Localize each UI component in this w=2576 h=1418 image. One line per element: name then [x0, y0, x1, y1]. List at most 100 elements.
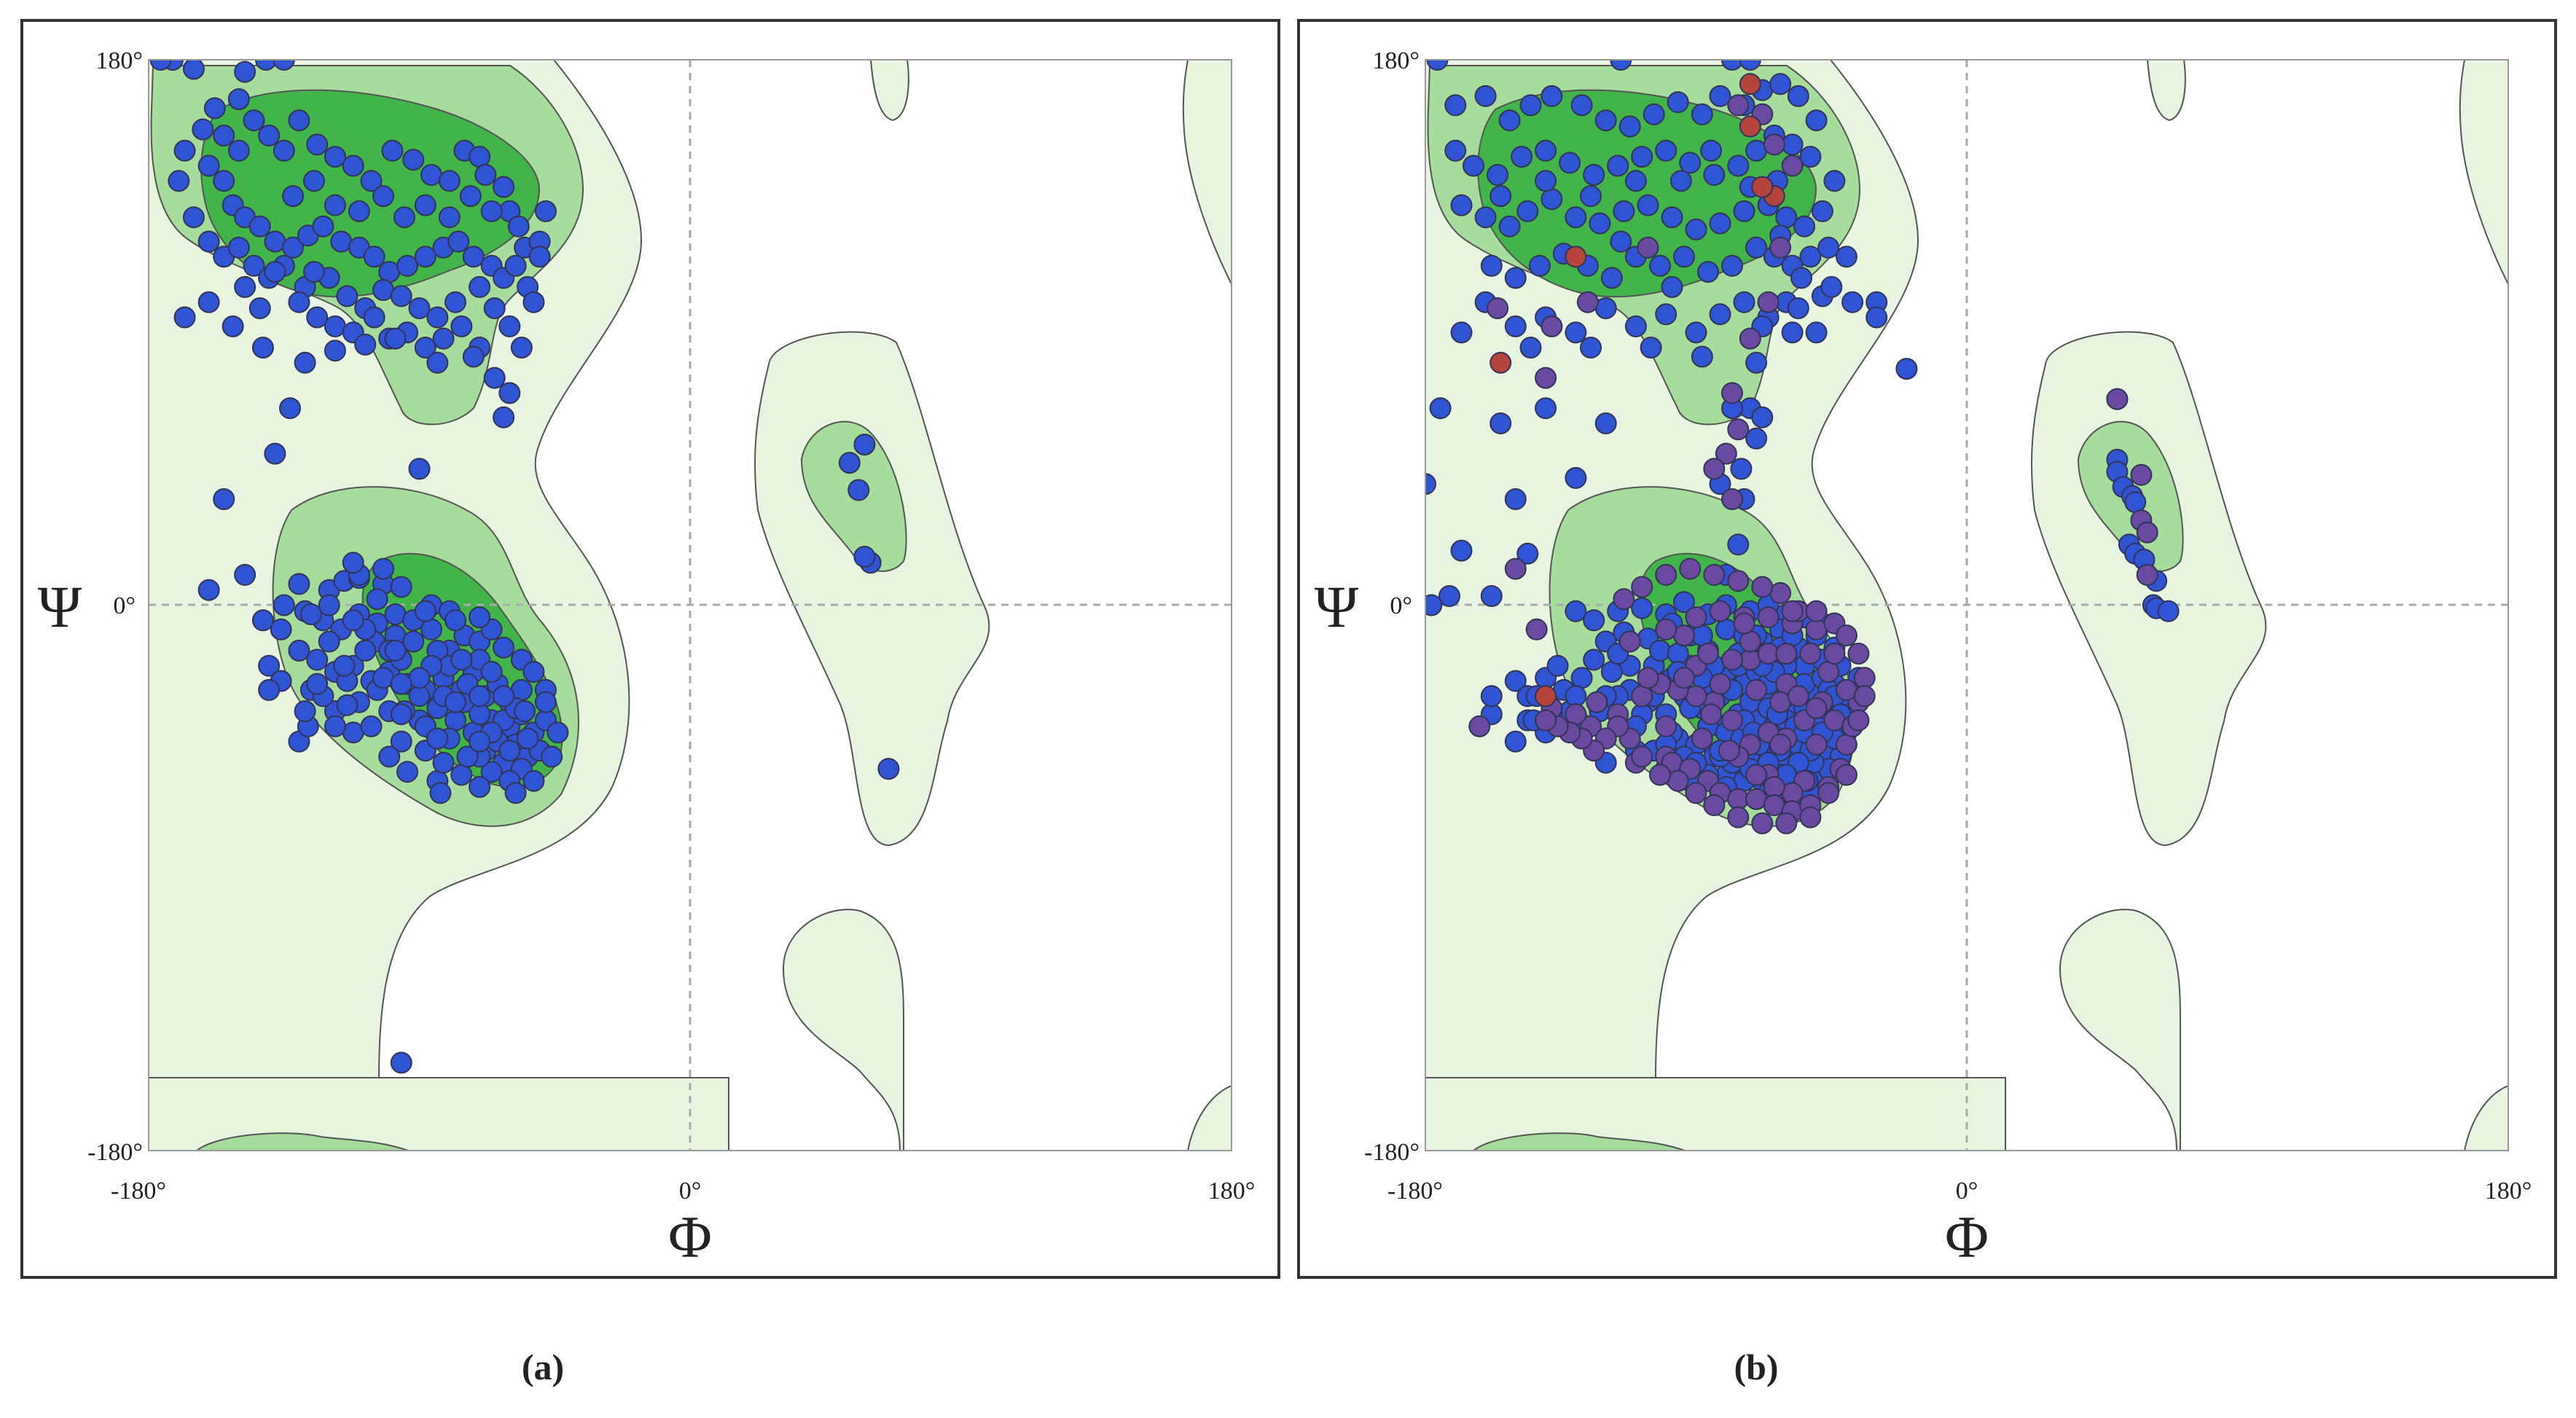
panel-a-residue-point-236 [270, 618, 292, 641]
panel-b-residue-purple-point-10 [1703, 458, 1726, 480]
panel-a-residue-point-262 [469, 685, 491, 708]
panel-b-residue-purple-point-85 [1805, 618, 1828, 641]
panel-b-residue-purple-point-15 [1487, 297, 1509, 319]
panel-b-residue-point-47 [1685, 218, 1707, 240]
panel-a-residue-point-190 [493, 636, 515, 659]
panel-b-y-axis-label: Ψ [1315, 573, 1359, 640]
panel-a-residue-point-260 [390, 673, 412, 695]
panel-a-residue-point-69 [445, 291, 466, 313]
panel-a-residue-point-54 [182, 206, 205, 229]
panel-b-residue-point-79 [1685, 321, 1707, 344]
panel-b-residue-point-235 [1667, 643, 1689, 665]
panel-b-residue-purple-point-104 [1805, 600, 1828, 622]
panel-b-residue-purple-point-94 [1613, 588, 1635, 611]
panel-a-favored-region-bottom [195, 1132, 409, 1151]
panel-b-residue-purple-point-12 [1637, 236, 1659, 259]
panel-b-residue-point-28 [1631, 146, 1653, 168]
panel-b-residue-point-27 [1607, 154, 1629, 177]
panel-b-residue-purple-point-90 [1703, 563, 1726, 586]
panel-a-residue-point-246 [469, 730, 491, 753]
panel-b-residue-purple-point-134 [2136, 563, 2158, 586]
panel-b-residue-point-105 [1787, 297, 1809, 319]
panel-a-residue-point-15 [342, 154, 364, 177]
panel-a-residue-point-96 [459, 185, 482, 208]
panel-a-residue-point-85 [450, 315, 473, 337]
panel-a-residue-point-66 [390, 285, 412, 308]
panel-a-residue-point-112 [510, 337, 533, 359]
panel-b-residue-point-53 [1811, 200, 1833, 222]
panel-a-y-axis-label: Ψ [38, 573, 82, 640]
panel-a-residue-point-215 [469, 776, 491, 798]
panel-b-plot-border [1425, 59, 2509, 1151]
panel-a-residue-point-114 [279, 397, 301, 420]
panel-a-residue-point-52 [504, 254, 527, 277]
panel-b-residue-point-130 [1438, 585, 1460, 607]
panel-a-residue-point-203 [414, 600, 436, 622]
panel-b-x-tick-zero: 0° [1956, 1178, 1978, 1204]
panel-b-residue-point-54 [1823, 170, 1846, 192]
panel-b-residue-purple-point-116 [1727, 806, 1750, 829]
panel-a-residue-point-9 [243, 109, 265, 132]
panel-b-residue-purple-point-115 [1751, 812, 1774, 834]
panel-b-residue-red-point-4 [1565, 246, 1587, 268]
panel-b-residue-point-126 [1504, 488, 1527, 510]
panel-a-residue-point-48 [447, 230, 470, 253]
panel-b-residue-point-37 [1450, 194, 1473, 216]
panel-b-residue-purple-point-112 [1817, 782, 1840, 804]
panel-a-residue-point-76 [288, 291, 310, 313]
panel-b-residue-point-38 [1474, 206, 1497, 229]
panel-b-residue-point-58 [1528, 254, 1551, 277]
panel-a-allowed-region-lower-right [782, 909, 904, 1151]
panel-b-residue-point-52 [1793, 215, 1816, 238]
panel-b-residue-point-30 [1679, 152, 1702, 174]
panel-b-residue-point-109 [1805, 321, 1828, 344]
panel-b-residue-purple-point-47 [1805, 697, 1828, 719]
panel-b-residue-purple-point-57 [1817, 661, 1840, 683]
panel-a-residue-point-95 [438, 206, 461, 229]
panel-a-residue-point-264 [429, 782, 452, 804]
panel-a-residue-point-159 [258, 654, 281, 677]
panel-b-residue-purple-point-9 [1715, 442, 1737, 465]
panel-b-residue-purple-point-83 [1835, 678, 1857, 701]
panel-a-residue-point-106 [462, 345, 485, 368]
panel-b-residue-purple-point-106 [1835, 624, 1857, 647]
panel-a-residue-point-97 [480, 200, 503, 222]
panel-a-residue-point-239 [324, 715, 346, 737]
panel-a-residue-point-257 [336, 694, 359, 716]
panel-a-residue-point-17 [381, 139, 404, 162]
panel-b-residue-purple-point-108 [1853, 667, 1876, 689]
panel-b-residue-point-133 [1516, 542, 1539, 565]
panel-b-residue-point-4 [1444, 94, 1467, 117]
panel-a-residue-point-110 [528, 246, 551, 268]
panel-a-residue-point-167 [445, 709, 466, 732]
panel-a-residue-point-22 [469, 146, 491, 168]
panel-a-residue-point-10 [258, 125, 281, 146]
panel-b-residue-point-12 [1643, 103, 1665, 125]
panel-b-plot-area [1425, 60, 2508, 1151]
panel-b-residue-point-3 [1739, 60, 1761, 71]
panel-a-x-tick-left: -180° [111, 1178, 166, 1204]
panel-b: 180° 0° -180° -180° 0° 180° Φ Ψ (b) [1297, 19, 2557, 1387]
panel-a-residue-point-248 [408, 667, 431, 689]
panel-a-residue-point-31 [168, 170, 190, 192]
panel-b-residue-point-43 [1589, 212, 1611, 235]
panel-b-residue-purple-point-54 [1745, 764, 1768, 786]
panel-b-residue-point-99 [1580, 185, 1602, 208]
panel-b-residue-point-51 [1775, 206, 1798, 229]
panel-a-residue-point-223 [333, 654, 356, 677]
panel-b-residue-purple-point-67 [1586, 691, 1608, 713]
panel-a-residue-point-8 [227, 139, 250, 162]
panel-b-residue-point-26 [1583, 164, 1605, 186]
panel-a-plot-border [148, 59, 1232, 1151]
panel-a-x-tick-right: 180° [1208, 1178, 1256, 1204]
panel-a-residue-point-74 [248, 297, 271, 319]
panel-a-residue-point-83 [414, 337, 436, 359]
panel-a-residue-point-145 [306, 649, 329, 671]
panel-b-residue-point-96 [1700, 139, 1723, 162]
panel-b-residue-point-120 [1895, 358, 1918, 380]
panel-b-residue-purple-point-89 [1727, 570, 1750, 592]
panel-a-residue-point-261 [426, 727, 449, 750]
panel-b-residue-point-302 [1480, 685, 1503, 708]
panel-a-residue-point-84 [432, 327, 455, 350]
panel-b-residue-point-84 [1790, 267, 1812, 289]
